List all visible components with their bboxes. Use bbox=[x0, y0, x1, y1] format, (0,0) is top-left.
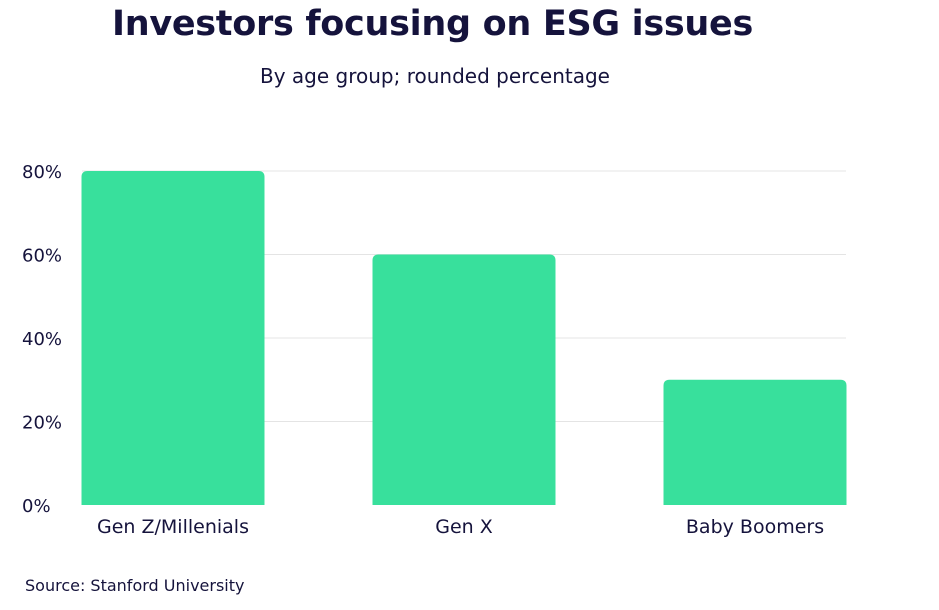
y-tick-label: 0% bbox=[22, 496, 51, 517]
bar-gen-x bbox=[372, 254, 556, 505]
x-tick-label: Gen Z/Millenials bbox=[97, 516, 249, 538]
bar-baby-boomers bbox=[663, 379, 847, 505]
y-tick-label: 20% bbox=[22, 413, 62, 434]
x-tick-label: Gen X bbox=[435, 516, 493, 538]
x-axis-tick-labels: Gen Z/Millenials Gen X Baby Boomers bbox=[97, 516, 824, 538]
x-tick-label: Baby Boomers bbox=[686, 516, 824, 538]
bars bbox=[81, 171, 847, 505]
y-tick-label: 80% bbox=[22, 162, 62, 183]
y-tick-label: 40% bbox=[22, 329, 62, 350]
y-axis-tick-labels: 0% 20% 40% 60% 80% bbox=[22, 162, 62, 517]
source-note: Source: Stanford University bbox=[25, 576, 245, 595]
bar-gen-z-millenials bbox=[81, 171, 265, 505]
chart-title: Investors focusing on ESG issues bbox=[111, 4, 754, 44]
y-tick-label: 60% bbox=[22, 246, 62, 267]
chart-subtitle: By age group; rounded percentage bbox=[260, 64, 610, 88]
